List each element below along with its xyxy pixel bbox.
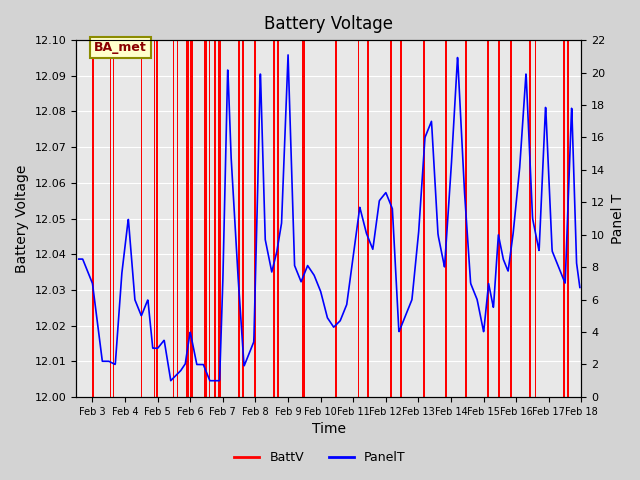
Bar [400, 40, 401, 397]
Bar [445, 40, 447, 397]
Bar [422, 40, 425, 397]
Bar [529, 40, 531, 397]
Bar [177, 40, 178, 397]
Bar [141, 40, 142, 397]
Bar [204, 40, 207, 397]
Bar [209, 40, 211, 397]
Bar [487, 40, 489, 397]
Bar [303, 40, 305, 397]
Bar [465, 40, 467, 397]
Y-axis label: Panel T: Panel T [611, 193, 625, 244]
Bar [173, 40, 174, 397]
Bar [190, 40, 193, 397]
Bar [498, 40, 500, 397]
Bar [186, 40, 189, 397]
Bar [390, 40, 392, 397]
Text: BA_met: BA_met [94, 41, 147, 54]
Bar [509, 40, 512, 397]
Bar [92, 40, 93, 397]
Bar [218, 40, 221, 397]
Y-axis label: Battery Voltage: Battery Voltage [15, 164, 29, 273]
Bar [214, 40, 216, 397]
Bar [358, 40, 360, 397]
Bar [156, 40, 157, 397]
Title: Battery Voltage: Battery Voltage [264, 15, 394, 33]
Bar [243, 40, 244, 397]
X-axis label: Time: Time [312, 422, 346, 436]
Bar [273, 40, 275, 397]
Bar [254, 40, 256, 397]
Bar [567, 40, 569, 397]
Legend: BattV, PanelT: BattV, PanelT [229, 446, 411, 469]
Bar [113, 40, 114, 397]
Bar [534, 40, 536, 397]
Bar [563, 40, 565, 397]
Bar [238, 40, 241, 397]
Bar [277, 40, 279, 397]
Bar [154, 40, 155, 397]
Bar [335, 40, 337, 397]
Bar [367, 40, 369, 397]
Bar [109, 40, 111, 397]
